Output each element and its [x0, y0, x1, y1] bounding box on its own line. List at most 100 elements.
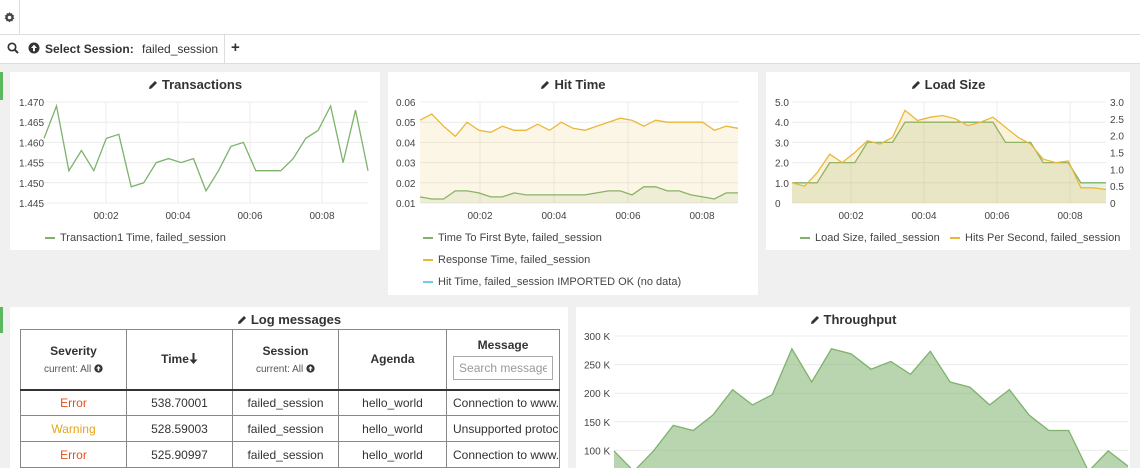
y-tick-label: 1.0: [775, 179, 789, 190]
y2-tick-label: 0: [1110, 199, 1116, 210]
transactions-chart: 1.445 1.450 1.455 1.460 1.465 1.470 00:02 00:04…: [19, 98, 369, 222]
gear-icon: [4, 11, 15, 22]
y-tick-label: 2.0: [775, 159, 789, 170]
hit-time-panel: Hit Time 0.01 0.02 0.03 0.04 0.05 0.06 00:02 00…: [388, 72, 758, 295]
x-tick-label: 00:06: [984, 211, 1009, 222]
message-cell: Unsupported protoc: [445, 415, 561, 442]
pencil-icon: [911, 81, 920, 89]
session-header[interactable]: Session current: All: [232, 329, 339, 391]
legend-item[interactable]: Time To First Byte, failed_session: [423, 232, 602, 244]
y2-tick-label: 2.5: [1110, 115, 1124, 126]
agenda-header[interactable]: Agenda: [338, 329, 447, 391]
search-message-input[interactable]: [453, 356, 554, 381]
legend-item[interactable]: Hits Per Second, failed_session: [950, 232, 1120, 244]
session-select[interactable]: failed_session: [142, 42, 219, 56]
legend-item[interactable]: Load Size, failed_session: [800, 232, 940, 244]
time-label: Time: [161, 352, 189, 367]
agenda-cell: hello_world: [338, 415, 447, 442]
severity-cell: Error: [20, 441, 127, 468]
search-icon: [7, 42, 19, 54]
x-tick-label: 00:02: [467, 211, 492, 222]
add-session-button[interactable]: +: [231, 39, 240, 56]
y2-tick-label: 1.0: [1110, 165, 1124, 176]
severity-filter[interactable]: current: All: [21, 364, 126, 375]
settings-button[interactable]: [0, 0, 20, 34]
y-tick-label: 250 K: [584, 361, 610, 372]
search-button[interactable]: [7, 42, 19, 57]
load-size-panel: Load Size 0 1.0 2.0 3.0 4.0 5.0 0 0.5 1.0 1.5 2.0 2…: [766, 72, 1130, 250]
time-cell: 528.59003: [126, 415, 233, 442]
y-tick-label: 0.06: [396, 98, 416, 109]
series-line: [43, 103, 369, 193]
table-header-row: Severity current: All Time Session curre…: [20, 329, 561, 391]
panel-title-text: Throughput: [823, 312, 897, 327]
arrow-up-circle-icon: [306, 364, 315, 373]
sort-down-arrow-icon: [189, 353, 198, 365]
panel-title-text: Log messages: [250, 312, 342, 327]
pencil-icon: [237, 316, 246, 324]
panel-title[interactable]: Log messages: [10, 312, 568, 327]
legend-swatch: [950, 237, 960, 240]
y-tick-label: 1.465: [19, 118, 44, 129]
panel-title[interactable]: Hit Time: [388, 77, 758, 92]
y-tick-label: 4.0: [775, 118, 789, 129]
y-tick-label: 1.460: [19, 138, 44, 149]
legend-item[interactable]: Transaction1 Time, failed_session: [45, 232, 226, 244]
filter-text: current: All: [255, 363, 304, 375]
severity-cell: Error: [20, 389, 127, 416]
legend-swatch: [423, 259, 433, 262]
series-area: [420, 114, 738, 203]
panel-title[interactable]: Throughput: [576, 312, 1130, 327]
legend-label: Time To First Byte, failed_session: [438, 232, 602, 244]
hit-time-chart: 0.01 0.02 0.03 0.04 0.05 0.06 00:02 00:04 00:06 0…: [396, 98, 739, 222]
series-line: [791, 109, 1107, 191]
severity-header[interactable]: Severity current: All: [20, 329, 127, 391]
legend-swatch: [45, 237, 55, 240]
x-tick-label: 00:04: [165, 211, 190, 222]
time-header[interactable]: Time: [126, 329, 233, 391]
table-row[interactable]: Error 525.90997 failed_session hello_wor…: [20, 441, 561, 468]
table-row[interactable]: Warning 528.59003 failed_session hello_w…: [20, 415, 561, 442]
session-up-button[interactable]: [28, 42, 40, 57]
divider: [224, 35, 225, 63]
y-tick-label: 0.01: [396, 199, 416, 210]
series-area: [792, 110, 1106, 203]
session-bar: Select Session: failed_session +: [0, 35, 1140, 64]
legend-label: Load Size, failed_session: [815, 232, 940, 244]
legend-item[interactable]: Hit Time, failed_session IMPORTED OK (no…: [423, 276, 681, 288]
y-tick-label: 200 K: [584, 389, 610, 400]
y-tick-label: 150 K: [584, 418, 610, 429]
panel-title[interactable]: Transactions: [10, 77, 380, 92]
x-tick-label: 00:02: [838, 211, 863, 222]
filter-text: current: All: [43, 363, 92, 375]
legend-item[interactable]: Response Time, failed_session: [423, 254, 590, 266]
x-tick-label: 00:08: [1057, 211, 1082, 222]
legend-swatch: [423, 281, 433, 284]
x-tick-label: 00:04: [541, 211, 566, 222]
y-tick-label: 0.05: [396, 118, 416, 129]
y-tick-label: 0: [775, 199, 781, 210]
session-cell: failed_session: [232, 441, 339, 468]
legend-swatch: [800, 237, 810, 240]
session-filter[interactable]: current: All: [233, 364, 338, 375]
log-table: Severity current: All Time Session curre…: [20, 329, 561, 468]
x-tick-label: 00:04: [911, 211, 936, 222]
panel-title-text: Load Size: [924, 77, 986, 92]
y-tick-label: 1.450: [19, 179, 44, 190]
row-marker: [0, 72, 3, 100]
y2-tick-label: 0.5: [1110, 182, 1124, 193]
table-row[interactable]: Error 538.70001 failed_session hello_wor…: [20, 389, 561, 416]
panel-title[interactable]: Load Size: [766, 77, 1130, 92]
y-tick-label: 1.455: [19, 159, 44, 170]
agenda-label: Agenda: [370, 352, 415, 367]
y-tick-label: 1.445: [19, 199, 44, 210]
x-tick-label: 00:08: [309, 211, 334, 222]
x-tick-label: 00:02: [93, 211, 118, 222]
panel-title-text: Transactions: [161, 77, 243, 92]
legend-label: Transaction1 Time, failed_session: [60, 232, 226, 244]
message-label: Message: [477, 338, 529, 353]
series-line: [419, 113, 739, 138]
y2-tick-label: 1.5: [1110, 149, 1124, 160]
